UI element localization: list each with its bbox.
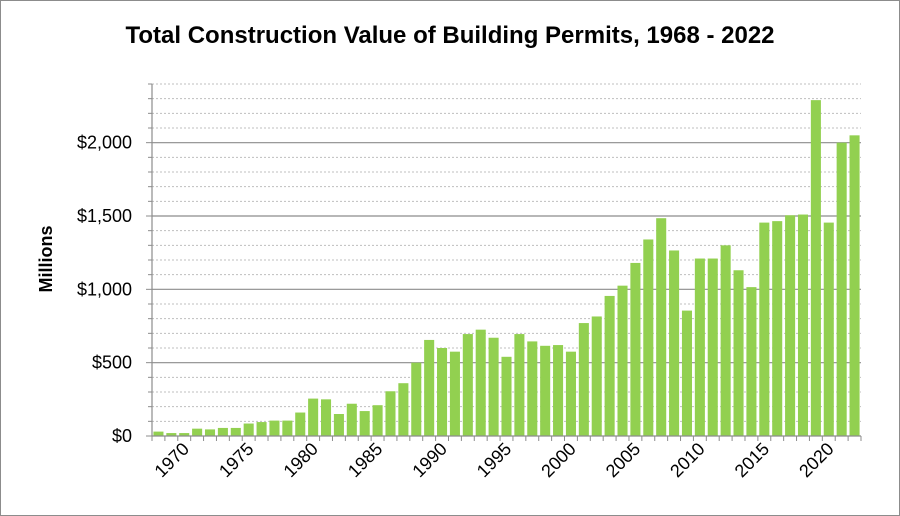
bar-1977: [269, 420, 280, 436]
y-tick-label: $0: [112, 426, 132, 446]
bar-2002: [591, 316, 602, 436]
bar-2020: [823, 222, 834, 436]
x-tick-label: 2020: [795, 439, 837, 481]
bar-2019: [810, 100, 821, 436]
bar-1968: [153, 431, 164, 436]
bar-2005: [630, 262, 641, 436]
y-tick-label: $1,000: [77, 279, 132, 299]
chart-title: Total Construction Value of Building Per…: [125, 22, 775, 49]
x-tick-label: 2005: [602, 439, 644, 481]
bar-1973: [217, 427, 228, 436]
bar-1976: [256, 422, 267, 436]
bar-2007: [656, 218, 667, 436]
bar-1985: [372, 405, 383, 436]
bar-1974: [230, 427, 241, 436]
y-tick-label: $2,000: [77, 133, 132, 153]
bar-1989: [424, 339, 435, 436]
bar-1998: [540, 345, 551, 436]
bar-2001: [578, 323, 589, 436]
bar-1997: [527, 341, 538, 436]
bar-2021: [836, 142, 847, 436]
bar-1992: [462, 334, 473, 436]
bar-1999: [553, 345, 564, 436]
bar-2011: [707, 258, 718, 436]
y-tick-label: $500: [92, 353, 132, 373]
bar-2012: [720, 245, 731, 436]
bar-2006: [643, 239, 654, 436]
bar-1975: [243, 423, 254, 436]
bar-2017: [785, 215, 796, 436]
bar-1983: [346, 403, 357, 436]
x-tick-label: 1995: [473, 439, 515, 481]
bar-1988: [411, 362, 422, 436]
bar-1995: [501, 356, 512, 436]
bar-2003: [604, 295, 615, 436]
x-tick-label: 2015: [731, 439, 773, 481]
bar-1981: [320, 399, 332, 436]
bar-1982: [333, 414, 344, 436]
bar-1990: [437, 348, 448, 436]
bar-2014: [746, 287, 757, 436]
bar-2000: [565, 351, 576, 436]
bar-2009: [681, 310, 693, 436]
x-tick-label: 2010: [666, 439, 708, 481]
y-axis-label: Millions: [36, 226, 56, 293]
x-tick-label: 1990: [408, 439, 450, 481]
bar-1980: [308, 398, 319, 436]
bar-1991: [449, 351, 460, 436]
bar-2016: [772, 221, 783, 436]
axes: [146, 83, 862, 441]
bar-2018: [797, 214, 809, 436]
bar-1972: [204, 429, 216, 436]
bar-1978: [282, 420, 293, 436]
bar-2013: [733, 270, 744, 436]
x-tick-label: 1975: [215, 439, 257, 481]
bars: [153, 100, 860, 437]
y-tick-label: $1,500: [77, 206, 132, 226]
x-tick-label: 1980: [280, 439, 322, 481]
bar-1984: [359, 411, 370, 436]
bar-1970: [179, 433, 190, 436]
bar-1969: [166, 433, 177, 436]
bar-2022: [849, 135, 860, 437]
bar-1971: [192, 428, 203, 436]
bar-1987: [398, 383, 409, 436]
bar-2004: [617, 285, 628, 436]
x-tick-label: 1985: [344, 439, 386, 481]
x-tick-label: 1970: [151, 439, 193, 481]
bar-2010: [694, 258, 705, 436]
y-tick-labels: $0 $500 $1,000 $1,500 $2,000: [77, 133, 132, 446]
bar-1986: [385, 391, 396, 436]
x-tick-label: 2000: [537, 439, 579, 481]
x-tick-labels: 1970 1975 1980 1985 1990 1995 2000 2005 2010 2015…: [151, 439, 838, 481]
bar-2008: [669, 250, 680, 436]
bar-1993: [475, 329, 486, 436]
bar-1996: [514, 334, 525, 436]
bar-1979: [295, 412, 306, 436]
bar-2015: [759, 222, 770, 436]
bar-1994: [488, 337, 499, 436]
